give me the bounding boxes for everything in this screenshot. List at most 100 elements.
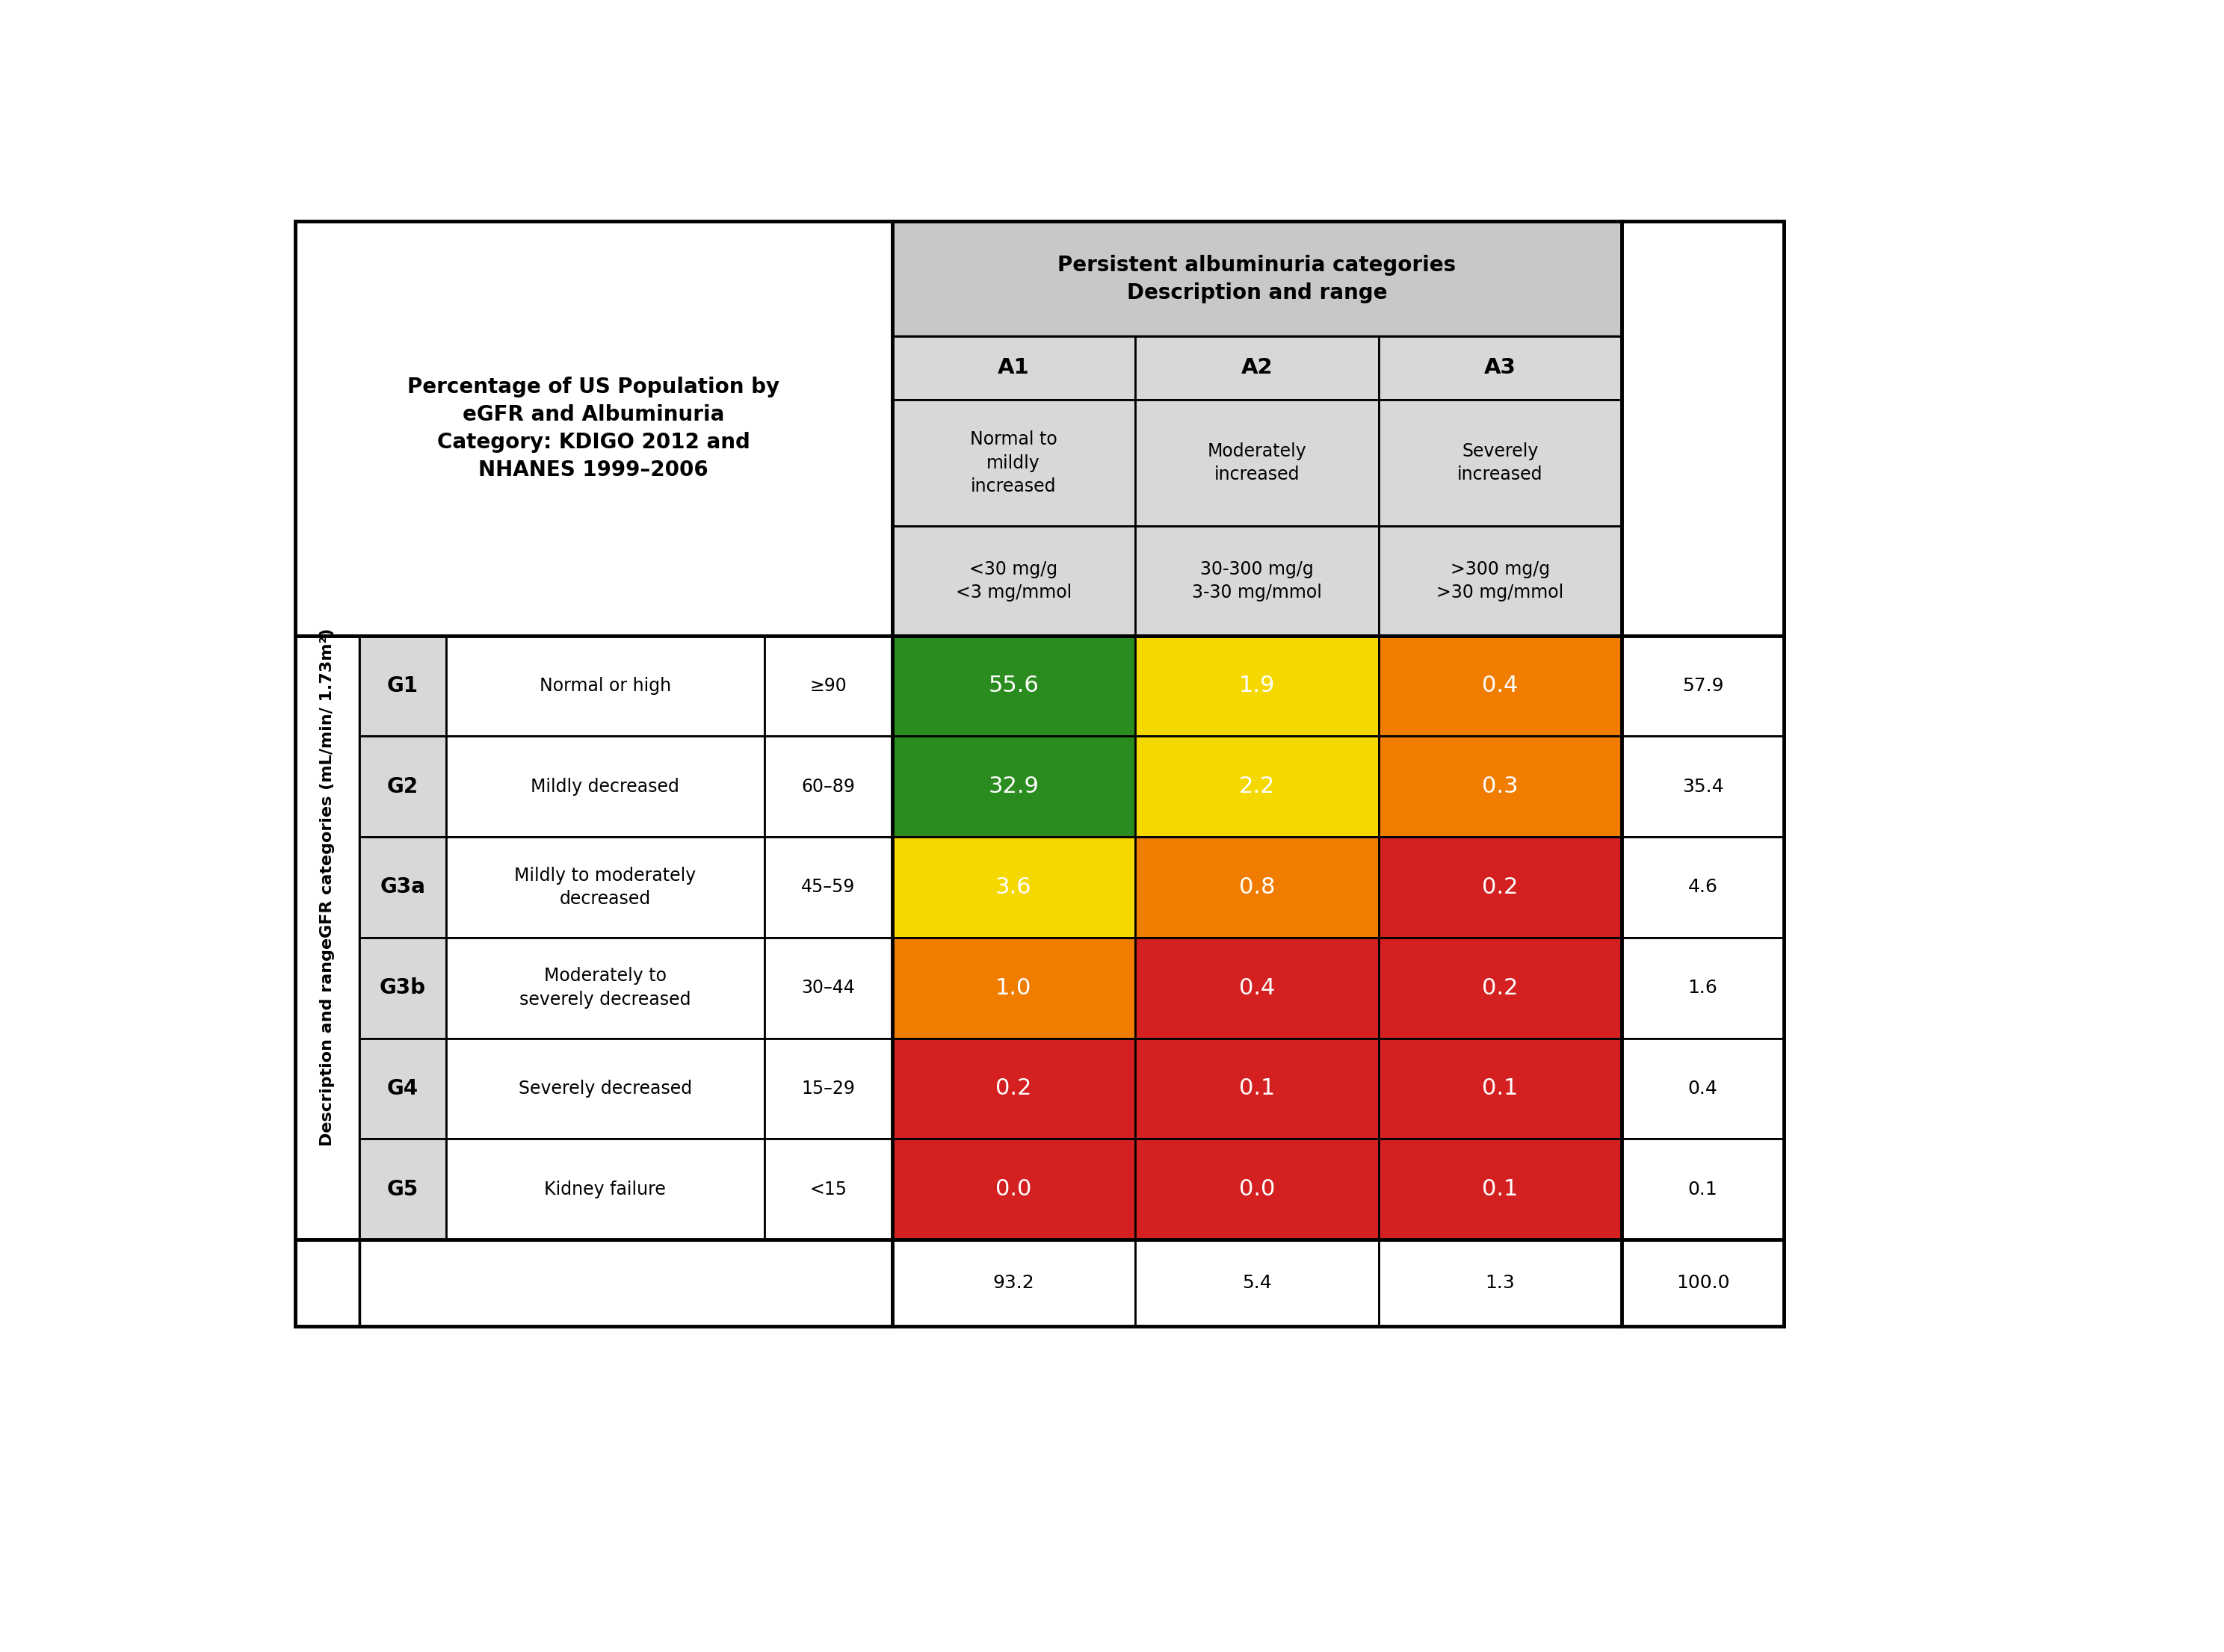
Bar xyxy=(765,1138,892,1239)
Bar xyxy=(1379,527,1621,636)
Bar xyxy=(765,938,892,1037)
Text: 100.0: 100.0 xyxy=(1677,1274,1730,1292)
Bar xyxy=(447,1037,765,1138)
Bar xyxy=(1621,1239,1784,1327)
Text: ≥90: ≥90 xyxy=(810,677,847,695)
Bar xyxy=(892,527,1134,636)
Text: 0.4: 0.4 xyxy=(1239,976,1274,999)
Text: 30-300 mg/g
3-30 mg/mmol: 30-300 mg/g 3-30 mg/mmol xyxy=(1192,560,1321,601)
Text: G2: G2 xyxy=(387,776,418,796)
Bar xyxy=(1134,938,1379,1037)
Text: Mildly to moderately
decreased: Mildly to moderately decreased xyxy=(514,866,696,909)
Text: 3.6: 3.6 xyxy=(996,876,1032,899)
Bar xyxy=(892,737,1134,838)
Bar xyxy=(892,636,1134,737)
Text: 1.6: 1.6 xyxy=(1688,980,1717,996)
Text: 0.4: 0.4 xyxy=(1481,676,1519,697)
Bar xyxy=(447,636,765,737)
Text: Normal or high: Normal or high xyxy=(540,677,672,695)
Bar xyxy=(1134,1138,1379,1239)
Bar xyxy=(296,221,1784,1327)
Text: Moderately
increased: Moderately increased xyxy=(1208,443,1305,484)
Bar xyxy=(892,337,1134,400)
Text: 1.9: 1.9 xyxy=(1239,676,1274,697)
Bar xyxy=(358,1037,447,1138)
Bar xyxy=(447,737,765,838)
Bar xyxy=(1621,1037,1784,1138)
Bar xyxy=(1134,400,1379,527)
Text: 0.0: 0.0 xyxy=(1239,1178,1274,1199)
Text: 93.2: 93.2 xyxy=(992,1274,1034,1292)
Bar xyxy=(1134,1239,1379,1327)
Text: 57.9: 57.9 xyxy=(1681,677,1724,695)
Text: 0.1: 0.1 xyxy=(1239,1077,1274,1099)
Bar xyxy=(1621,636,1784,737)
Text: 0.2: 0.2 xyxy=(1481,976,1519,999)
Bar xyxy=(1379,400,1621,527)
Bar xyxy=(447,1138,765,1239)
Bar xyxy=(765,1037,892,1138)
Text: 0.3: 0.3 xyxy=(1481,776,1519,798)
Bar xyxy=(892,1239,1134,1327)
Text: 0.2: 0.2 xyxy=(1481,876,1519,899)
Text: 0.2: 0.2 xyxy=(996,1077,1032,1099)
Text: Percentage of US Population by
eGFR and Albuminuria
Category: KDIGO 2012 and
NHA: Percentage of US Population by eGFR and … xyxy=(407,377,781,481)
Text: Persistent albuminuria categories
Description and range: Persistent albuminuria categories Descri… xyxy=(1059,254,1457,302)
Bar xyxy=(1621,737,1784,838)
Text: 0.1: 0.1 xyxy=(1481,1077,1519,1099)
Text: GFR categories (mL/min/ 1.73m²): GFR categories (mL/min/ 1.73m²) xyxy=(320,628,334,938)
Text: A1: A1 xyxy=(999,357,1030,378)
Text: Moderately to
severely decreased: Moderately to severely decreased xyxy=(520,966,692,1009)
Text: >300 mg/g
>30 mg/mmol: >300 mg/g >30 mg/mmol xyxy=(1437,560,1563,601)
Bar xyxy=(296,1239,358,1327)
Bar xyxy=(1134,838,1379,938)
Text: 45–59: 45–59 xyxy=(801,879,856,895)
Bar xyxy=(1134,737,1379,838)
Text: 2.2: 2.2 xyxy=(1239,776,1274,798)
Text: <15: <15 xyxy=(810,1180,847,1198)
Text: G4: G4 xyxy=(387,1079,418,1099)
Text: 1.0: 1.0 xyxy=(996,976,1032,999)
Bar xyxy=(765,737,892,838)
Text: 60–89: 60–89 xyxy=(801,778,854,796)
Bar xyxy=(358,938,447,1037)
Bar xyxy=(892,400,1134,527)
Text: Severely
increased: Severely increased xyxy=(1457,443,1543,484)
Bar xyxy=(892,838,1134,938)
Bar xyxy=(358,1138,447,1239)
Bar xyxy=(1621,938,1784,1037)
Bar xyxy=(1621,1138,1784,1239)
Text: Mildly decreased: Mildly decreased xyxy=(532,778,681,796)
Bar xyxy=(1621,838,1784,938)
Text: A3: A3 xyxy=(1483,357,1517,378)
Text: G3b: G3b xyxy=(380,978,425,998)
Bar xyxy=(1134,1037,1379,1138)
Text: 32.9: 32.9 xyxy=(987,776,1039,798)
Bar xyxy=(1379,1239,1621,1327)
Text: 30–44: 30–44 xyxy=(801,980,854,996)
Bar xyxy=(1379,1138,1621,1239)
Text: 1.3: 1.3 xyxy=(1486,1274,1515,1292)
Bar xyxy=(765,636,892,737)
Text: Normal to
mildly
increased: Normal to mildly increased xyxy=(970,430,1056,496)
Text: 15–29: 15–29 xyxy=(801,1080,854,1097)
Text: Severely decreased: Severely decreased xyxy=(518,1080,692,1097)
Bar xyxy=(1621,221,1784,636)
Bar xyxy=(1379,1037,1621,1138)
Bar xyxy=(447,938,765,1037)
Bar xyxy=(892,1037,1134,1138)
Bar xyxy=(358,838,447,938)
Text: G5: G5 xyxy=(387,1180,418,1199)
Text: G3a: G3a xyxy=(380,877,425,897)
Bar xyxy=(892,1138,1134,1239)
Bar xyxy=(1134,636,1379,737)
Text: 0.1: 0.1 xyxy=(1688,1180,1717,1198)
Bar xyxy=(1134,527,1379,636)
Bar xyxy=(1379,737,1621,838)
Text: 0.4: 0.4 xyxy=(1688,1080,1717,1097)
Text: 55.6: 55.6 xyxy=(987,676,1039,697)
Text: 35.4: 35.4 xyxy=(1681,778,1724,796)
Text: Description and range: Description and range xyxy=(320,938,334,1146)
Bar xyxy=(1379,938,1621,1037)
Text: <30 mg/g
<3 mg/mmol: <30 mg/g <3 mg/mmol xyxy=(956,560,1072,601)
